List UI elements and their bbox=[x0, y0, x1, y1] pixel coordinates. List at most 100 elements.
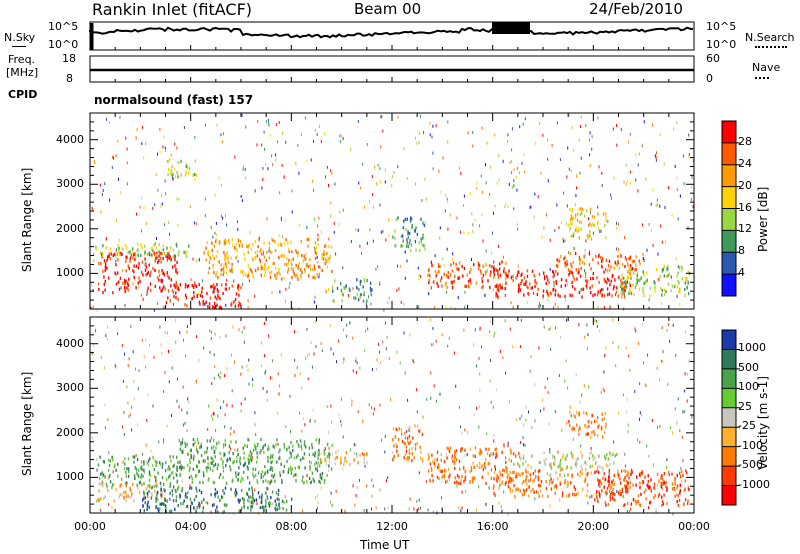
region-cell bbox=[632, 498, 635, 502]
scatter-cell bbox=[136, 127, 138, 131]
scatter-cell bbox=[489, 379, 491, 383]
region-cell bbox=[628, 257, 630, 261]
region-cell bbox=[478, 263, 480, 267]
region-cell bbox=[263, 472, 266, 476]
scatter-cell bbox=[222, 132, 224, 136]
region-cell bbox=[626, 479, 628, 484]
scatter-cell bbox=[375, 267, 377, 271]
scatter-cell bbox=[547, 138, 549, 142]
scatter-cell bbox=[467, 431, 469, 434]
region-cell bbox=[303, 481, 305, 485]
region-cell bbox=[102, 460, 105, 464]
scatter-cell bbox=[268, 123, 270, 127]
region-cell bbox=[239, 498, 241, 502]
region-cell bbox=[159, 481, 162, 485]
region-cell bbox=[623, 293, 625, 297]
region-cell bbox=[564, 481, 566, 485]
region-cell bbox=[118, 287, 121, 291]
region-cell bbox=[276, 272, 278, 276]
scatter-cell bbox=[328, 237, 330, 241]
region-cell bbox=[133, 499, 135, 503]
scatter-cell bbox=[473, 413, 475, 417]
region-cell bbox=[280, 462, 282, 466]
region-cell bbox=[198, 505, 201, 509]
region-cell bbox=[530, 286, 532, 290]
region-cell bbox=[646, 483, 648, 487]
region-cell bbox=[635, 483, 637, 487]
region-cell bbox=[612, 478, 615, 482]
region-cell bbox=[359, 453, 361, 457]
region-cell bbox=[656, 472, 659, 476]
region-cell bbox=[523, 489, 526, 493]
scatter-cell bbox=[166, 424, 168, 428]
scatter-cell bbox=[456, 216, 458, 220]
region-cell bbox=[408, 428, 410, 432]
region-cell bbox=[243, 456, 245, 460]
scatter-cell bbox=[355, 228, 357, 232]
region-cell bbox=[320, 268, 322, 273]
region-cell bbox=[572, 260, 574, 265]
region-cell bbox=[599, 464, 601, 469]
scatter-cell bbox=[580, 444, 582, 448]
region-cell bbox=[115, 488, 117, 492]
region-cell bbox=[305, 264, 308, 268]
region-cell bbox=[641, 470, 643, 474]
scatter-cell bbox=[357, 228, 359, 232]
scatter-cell bbox=[574, 228, 576, 232]
region-cell bbox=[150, 247, 153, 251]
region-cell bbox=[433, 462, 436, 466]
region-cell bbox=[320, 460, 322, 464]
scatter-cell bbox=[648, 298, 650, 302]
scatter-cell bbox=[529, 206, 531, 209]
region-cell bbox=[594, 498, 596, 502]
region-cell bbox=[119, 276, 122, 280]
scatter-cell bbox=[560, 221, 562, 225]
scatter-cell bbox=[393, 170, 395, 174]
scatter-cell bbox=[566, 282, 568, 286]
scatter-cell bbox=[123, 432, 125, 436]
scatter-cell bbox=[427, 508, 429, 512]
scatter-cell bbox=[478, 425, 480, 429]
region-cell bbox=[559, 294, 561, 298]
scatter-cell bbox=[308, 352, 310, 356]
region-cell bbox=[188, 476, 191, 480]
region-cell bbox=[485, 263, 487, 267]
region-cell bbox=[148, 478, 151, 483]
region-cell bbox=[151, 493, 153, 497]
region-cell bbox=[127, 457, 130, 461]
region-cell bbox=[298, 266, 300, 270]
scatter-cell bbox=[449, 213, 451, 217]
region-cell bbox=[223, 270, 225, 274]
region-cell bbox=[104, 475, 106, 479]
region-cell bbox=[494, 448, 496, 452]
region-cell bbox=[207, 305, 209, 309]
scatter-cell bbox=[479, 372, 481, 376]
region-cell bbox=[314, 241, 317, 245]
region-cell bbox=[420, 450, 422, 454]
region-cell bbox=[555, 270, 557, 274]
region-cell bbox=[171, 493, 174, 497]
region-cell bbox=[659, 275, 661, 279]
scatter-cell bbox=[328, 183, 329, 187]
scatter-cell bbox=[662, 350, 664, 354]
scatter-cell bbox=[660, 224, 662, 228]
region-cell bbox=[228, 239, 230, 243]
region-cell bbox=[295, 249, 297, 253]
region-cell bbox=[135, 468, 138, 472]
region-cell bbox=[590, 291, 592, 295]
scatter-cell bbox=[643, 120, 645, 124]
scatter-cell bbox=[342, 435, 344, 439]
scatter-cell bbox=[665, 240, 666, 244]
scatter-cell bbox=[344, 459, 346, 463]
scatter-cell bbox=[266, 217, 268, 221]
region-cell bbox=[159, 286, 161, 290]
region-cell bbox=[440, 453, 442, 457]
scatter-cell bbox=[386, 336, 388, 339]
scatter-cell bbox=[387, 506, 389, 510]
region-cell bbox=[269, 275, 272, 279]
scatter-cell bbox=[424, 177, 426, 181]
scatter-cell bbox=[372, 412, 374, 416]
region-cell bbox=[482, 285, 484, 289]
region-cell bbox=[515, 475, 518, 479]
region-cell bbox=[187, 171, 190, 175]
